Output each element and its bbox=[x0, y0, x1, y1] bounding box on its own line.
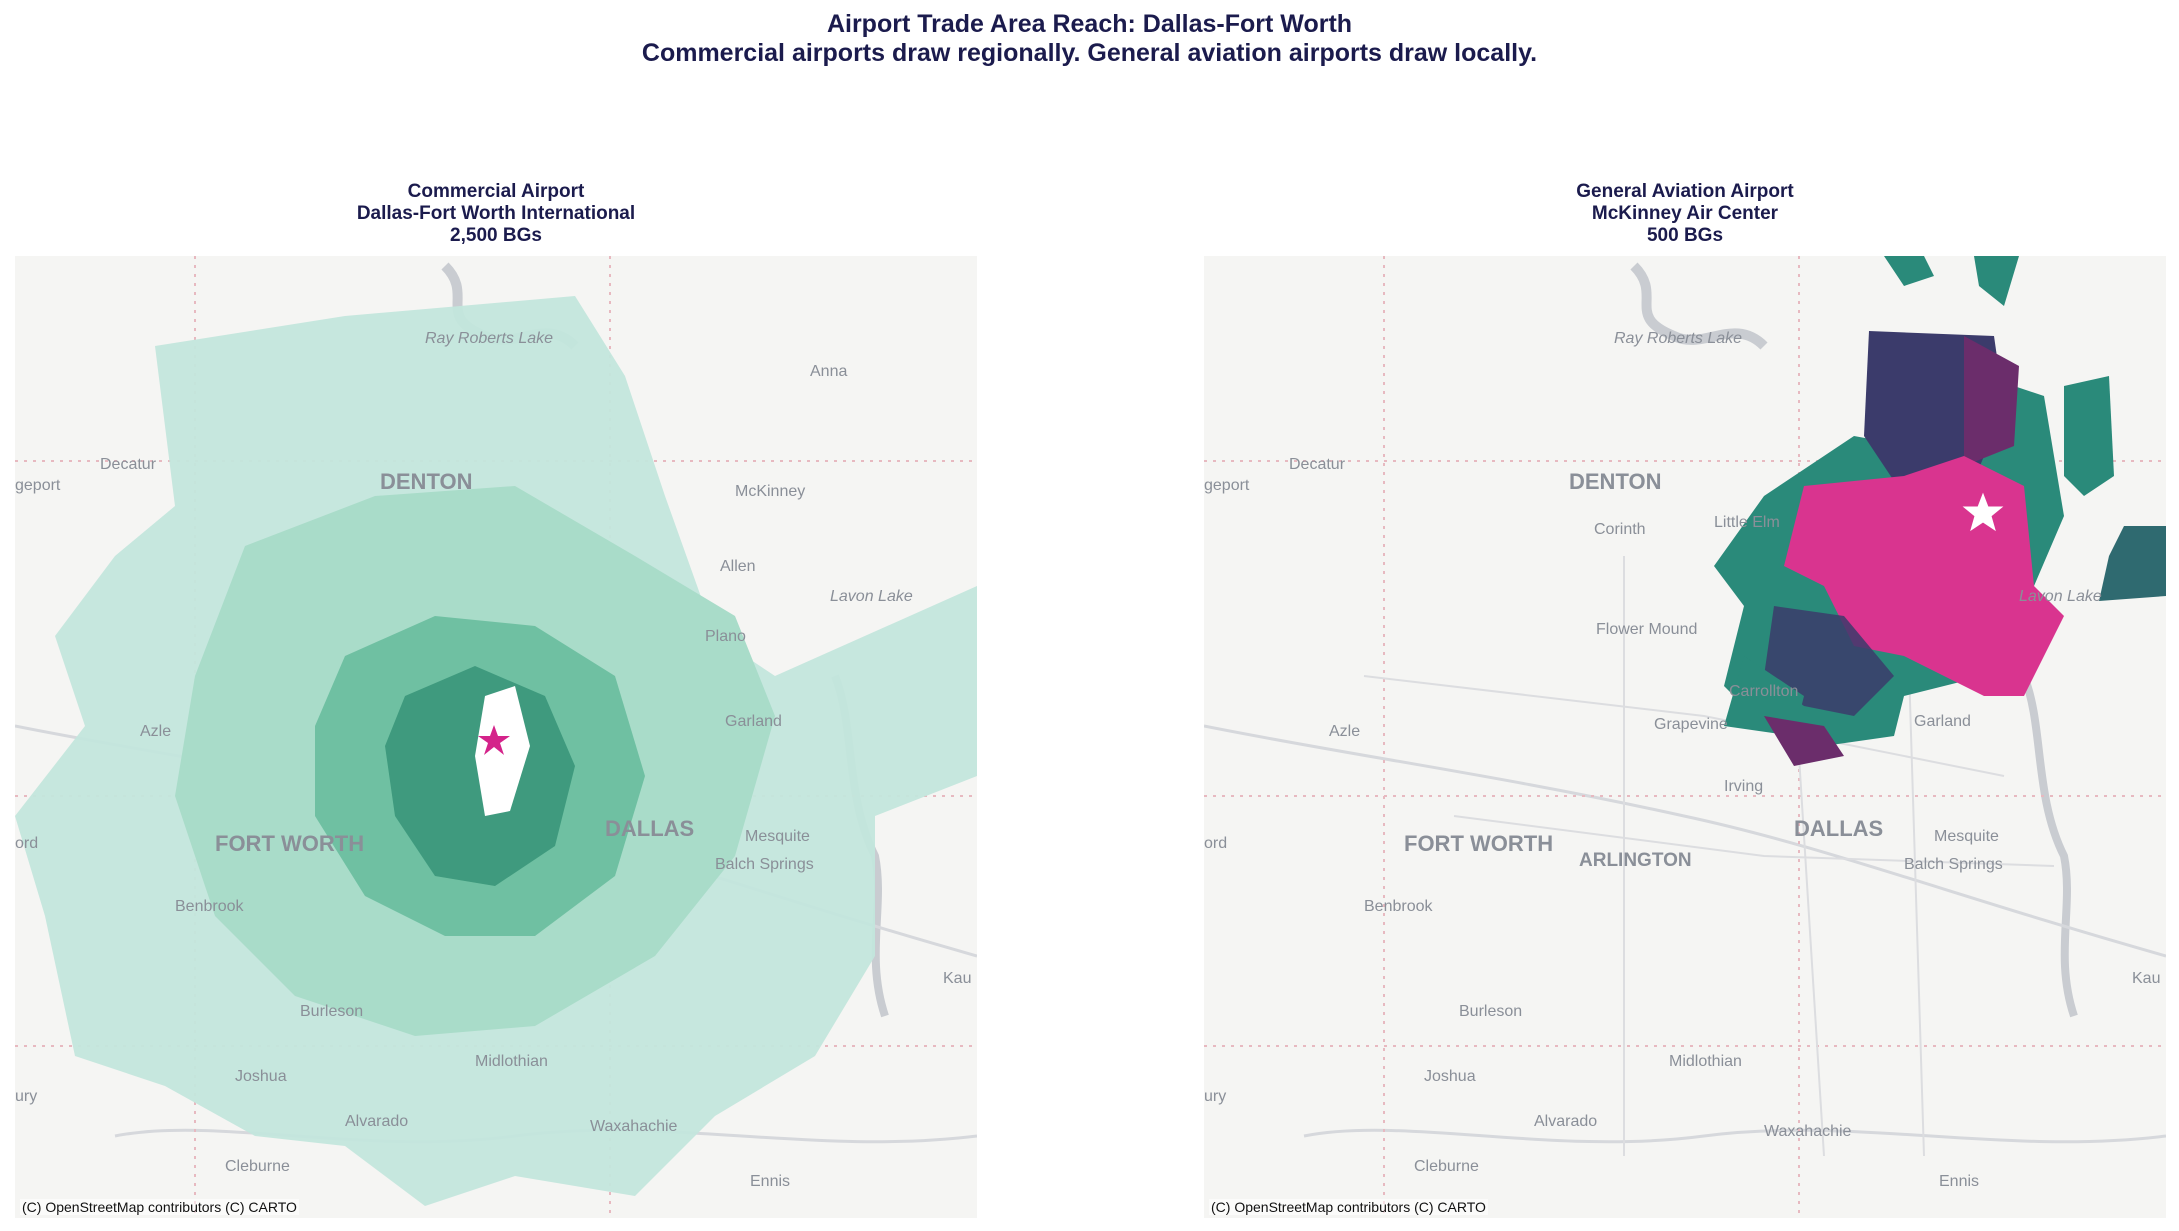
label-mesquite: Mesquite bbox=[745, 828, 810, 845]
label-alvarado: Alvarado bbox=[345, 1113, 408, 1130]
label-balch-springs: Balch Springs bbox=[1904, 856, 2003, 873]
label-alvarado: Alvarado bbox=[1534, 1113, 1597, 1130]
label-corinth: Corinth bbox=[1594, 521, 1646, 538]
label-garland: Garland bbox=[1914, 713, 1971, 730]
label-fort-worth: FORT WORTH bbox=[215, 831, 364, 856]
map-attribution: (C) OpenStreetMap contributors (C) CARTO bbox=[20, 1199, 299, 1215]
label-carrollton: Carrollton bbox=[1729, 683, 1798, 700]
label-azle: Azle bbox=[1329, 723, 1360, 740]
label-ury: ury bbox=[15, 1088, 37, 1105]
label-ray-roberts-lake: Ray Roberts Lake bbox=[425, 330, 553, 347]
label-decatur: Decatur bbox=[100, 456, 157, 473]
label-kau: Kau bbox=[2132, 970, 2160, 987]
label-azle: Azle bbox=[140, 723, 171, 740]
label-decatur: Decatur bbox=[1289, 456, 1346, 473]
label-geport: geport bbox=[1204, 477, 1250, 494]
label-waxahachie: Waxahachie bbox=[1764, 1123, 1852, 1140]
label-little-elm: Little Elm bbox=[1714, 514, 1780, 531]
label-irving: Irving bbox=[1724, 778, 1763, 795]
label-mesquite: Mesquite bbox=[1934, 828, 1999, 845]
label-ennis: Ennis bbox=[1939, 1173, 1979, 1190]
map-basemap: Ray Roberts Lake Decatur DENTON Corinth … bbox=[1204, 256, 2166, 1216]
label-ray-roberts-lake: Ray Roberts Lake bbox=[1614, 330, 1742, 347]
star-icon bbox=[1962, 492, 2004, 532]
label-anna: Anna bbox=[810, 363, 847, 380]
left-panel-airport-name: Dallas-Fort Worth International bbox=[356, 203, 636, 224]
left-panel-type: Commercial Airport bbox=[407, 181, 585, 202]
label-midlothian: Midlothian bbox=[475, 1053, 548, 1070]
label-grapevine: Grapevine bbox=[1654, 716, 1728, 733]
right-panel-airport-name: McKinney Air Center bbox=[1591, 203, 1779, 224]
label-joshua: Joshua bbox=[235, 1068, 287, 1085]
label-lavon-lake: Lavon Lake bbox=[2019, 588, 2102, 605]
map-panel-general-aviation[interactable]: Ray Roberts Lake Decatur DENTON Corinth … bbox=[1204, 256, 2166, 1218]
label-lavon-lake: Lavon Lake bbox=[830, 588, 913, 605]
label-benbrook: Benbrook bbox=[175, 898, 244, 915]
label-allen: Allen bbox=[720, 558, 756, 575]
label-dallas: DALLAS bbox=[1794, 816, 1883, 841]
right-panel-type: General Aviation Airport bbox=[1576, 181, 1794, 202]
label-benbrook: Benbrook bbox=[1364, 898, 1433, 915]
label-denton: DENTON bbox=[380, 469, 473, 494]
label-dallas: DALLAS bbox=[605, 816, 694, 841]
label-denton: DENTON bbox=[1569, 469, 1662, 494]
figure-title: Airport Trade Area Reach: Dallas-Fort Wo… bbox=[826, 10, 1353, 38]
label-fort-worth: FORT WORTH bbox=[1404, 831, 1553, 856]
figure-subtitle: Commercial airports draw regionally. Gen… bbox=[641, 39, 1538, 67]
map-panel-commercial[interactable]: Ray Roberts Lake Decatur DENTON McKinney… bbox=[15, 256, 977, 1218]
right-panel-count: 500 BGs bbox=[1646, 225, 1724, 246]
label-balch-springs: Balch Springs bbox=[715, 856, 814, 873]
label-garland: Garland bbox=[725, 713, 782, 730]
trade-area-purple bbox=[1964, 336, 2019, 466]
label-flower-mound: Flower Mound bbox=[1596, 621, 1697, 638]
label-kau: Kau bbox=[943, 970, 971, 987]
label-arlington: ARLINGTON bbox=[1579, 850, 1692, 871]
label-plano: Plano bbox=[705, 628, 746, 645]
label-geport: geport bbox=[15, 477, 61, 494]
map-basemap: Ray Roberts Lake Decatur DENTON McKinney… bbox=[15, 256, 977, 1216]
label-joshua: Joshua bbox=[1424, 1068, 1476, 1085]
label-mckinney: McKinney bbox=[735, 483, 805, 500]
label-burleson: Burleson bbox=[1459, 1003, 1522, 1020]
label-ord: ord bbox=[15, 835, 38, 852]
label-ennis: Ennis bbox=[750, 1173, 790, 1190]
label-ord: ord bbox=[1204, 835, 1227, 852]
left-panel-count: 2,500 BGs bbox=[450, 225, 542, 246]
label-cleburne: Cleburne bbox=[225, 1158, 290, 1175]
label-ury: ury bbox=[1204, 1088, 1226, 1105]
label-cleburne: Cleburne bbox=[1414, 1158, 1479, 1175]
label-midlothian: Midlothian bbox=[1669, 1053, 1742, 1070]
map-attribution: (C) OpenStreetMap contributors (C) CARTO bbox=[1209, 1199, 1488, 1215]
label-waxahachie: Waxahachie bbox=[590, 1118, 678, 1135]
star-icon bbox=[478, 725, 510, 755]
label-burleson: Burleson bbox=[300, 1003, 363, 1020]
